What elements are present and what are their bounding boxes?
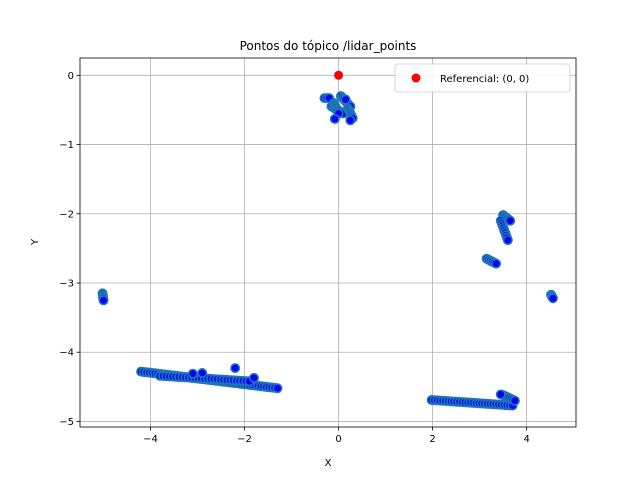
x-tick-label: −4	[143, 434, 158, 445]
legend-label-referencial: Referencial: (0, 0)	[440, 74, 529, 85]
y-tick-label: 0	[68, 71, 74, 82]
x-tick-label: 0	[335, 434, 341, 445]
origin-layer	[334, 70, 344, 80]
y-axis-label: Y	[30, 238, 41, 246]
plot-area-frame	[79, 57, 577, 428]
plot-area-background	[80, 58, 576, 427]
lidar-point	[502, 235, 513, 246]
y-tick-label: −3	[59, 279, 74, 290]
x-tick-label: 4	[523, 434, 529, 445]
legend-marker-referencial	[411, 73, 421, 83]
lidar-point	[495, 389, 506, 400]
lidar-point	[230, 363, 241, 374]
data-layer	[97, 91, 558, 411]
lidar-point	[340, 94, 351, 105]
y-tick-label: −4	[59, 348, 74, 359]
lidar-point	[329, 113, 340, 124]
x-tick-label: −2	[237, 434, 252, 445]
y-tick-label: −1	[59, 140, 74, 151]
x-tick-label: 2	[429, 434, 435, 445]
lidar-point	[345, 115, 356, 126]
legend-box	[394, 63, 571, 93]
origin-point	[334, 70, 344, 80]
lidar-point	[272, 383, 283, 394]
lidar-point	[491, 258, 502, 269]
y-tick-label: −5	[59, 417, 74, 428]
lidar-point	[197, 367, 208, 378]
lidar-point	[98, 295, 109, 306]
chart-title: Pontos do tópico /lidar_points	[240, 39, 417, 53]
grid-layer	[80, 58, 576, 427]
legend: Referencial: (0, 0)	[394, 63, 571, 93]
ticks-layer: −4 −2 0 2 4 0 −1 −2 −3 −4 −5	[59, 71, 530, 445]
lidar-point	[187, 368, 198, 379]
x-axis-label: X	[325, 458, 332, 469]
lidar-point	[505, 215, 516, 226]
lidar-point	[547, 293, 558, 304]
lidar-point	[248, 372, 259, 383]
lidar-point	[509, 395, 520, 406]
y-tick-label: −2	[59, 209, 74, 220]
